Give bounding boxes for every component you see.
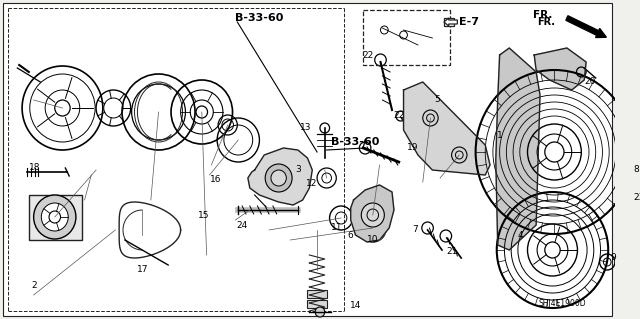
- Text: 17: 17: [136, 265, 148, 275]
- Text: 16: 16: [211, 175, 222, 184]
- Circle shape: [271, 170, 286, 186]
- Bar: [307, 290, 326, 298]
- Text: 22: 22: [362, 50, 374, 60]
- Polygon shape: [444, 18, 458, 26]
- Text: 12: 12: [306, 179, 317, 188]
- Text: FR.: FR.: [538, 17, 556, 27]
- Circle shape: [34, 195, 76, 239]
- Text: FR.: FR.: [533, 10, 552, 20]
- Text: SHJ4E1900D: SHJ4E1900D: [538, 299, 586, 308]
- FancyArrow shape: [450, 18, 460, 26]
- Text: 21: 21: [446, 248, 458, 256]
- Text: 6: 6: [348, 231, 353, 240]
- Circle shape: [265, 164, 292, 192]
- Polygon shape: [351, 185, 394, 242]
- Text: B-33-60: B-33-60: [236, 13, 284, 23]
- Bar: [444, 18, 454, 26]
- Text: 18: 18: [29, 164, 40, 173]
- Text: 11: 11: [330, 224, 342, 233]
- Text: 13: 13: [300, 123, 311, 132]
- Bar: [363, 10, 450, 65]
- Text: B-33-60: B-33-60: [330, 137, 379, 147]
- Text: 2: 2: [32, 280, 37, 290]
- Text: 24: 24: [237, 220, 248, 229]
- Polygon shape: [534, 48, 586, 90]
- Circle shape: [361, 203, 385, 227]
- Polygon shape: [404, 82, 490, 175]
- Text: 3: 3: [295, 166, 301, 174]
- Text: 23: 23: [633, 194, 640, 203]
- Circle shape: [42, 203, 68, 231]
- Polygon shape: [29, 195, 82, 240]
- Text: 1: 1: [497, 130, 502, 139]
- Bar: [307, 300, 326, 308]
- Text: 4: 4: [518, 231, 524, 240]
- Polygon shape: [248, 148, 312, 205]
- Text: 9: 9: [610, 254, 616, 263]
- Text: 19: 19: [408, 144, 419, 152]
- Text: 14: 14: [350, 300, 361, 309]
- Text: 7: 7: [412, 226, 418, 234]
- Text: 15: 15: [198, 211, 209, 219]
- Text: 8: 8: [633, 166, 639, 174]
- Text: 20: 20: [584, 78, 596, 86]
- Text: 22: 22: [393, 110, 404, 120]
- Text: E-7: E-7: [460, 17, 479, 27]
- FancyArrow shape: [566, 16, 606, 38]
- Text: 5: 5: [435, 95, 440, 105]
- Polygon shape: [496, 48, 540, 250]
- Circle shape: [315, 307, 324, 317]
- Text: 10: 10: [367, 235, 378, 244]
